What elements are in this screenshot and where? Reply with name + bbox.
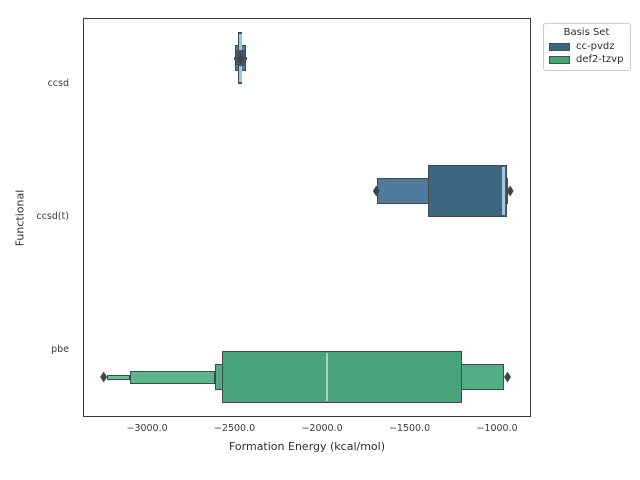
legend-swatch-icon	[549, 55, 570, 64]
plot-area	[83, 18, 531, 417]
outlier-diamond-icon	[236, 52, 244, 64]
x-tick-label: −1500.0	[388, 423, 431, 434]
outlier-diamond-icon	[504, 371, 512, 383]
x-axis-label: Formation Energy (kcal/mol)	[228, 440, 386, 453]
y-tick-label: ccsd(t)	[36, 211, 69, 222]
legend-item-label: cc-pvdz	[576, 41, 615, 52]
boxen-box	[130, 370, 215, 384]
boxen-box	[222, 351, 463, 403]
y-tick-label: pbe	[51, 344, 69, 355]
boxen-box	[107, 374, 131, 380]
outlier-diamond-icon	[506, 185, 514, 197]
x-tick-label: −1000.0	[476, 423, 518, 434]
x-tick-label: −2500.0	[213, 423, 256, 434]
legend: Basis Set cc-pvdz def2-tzvp	[543, 23, 631, 71]
outlier-diamond-icon	[372, 185, 380, 197]
y-tick-label: ccsd	[47, 78, 69, 89]
legend-item: cc-pvdz	[549, 40, 624, 53]
median-line	[325, 353, 329, 401]
legend-item: def2-tzvp	[549, 53, 624, 66]
legend-item-label: def2-tzvp	[576, 54, 624, 65]
boxen-box	[427, 165, 507, 217]
legend-swatch-icon	[549, 42, 570, 51]
legend-title: Basis Set	[563, 27, 610, 38]
x-tick-label: −2000.0	[301, 423, 343, 434]
outlier-diamond-icon	[100, 371, 108, 383]
x-tick-label: −3000.0	[126, 423, 168, 434]
median-line	[502, 167, 505, 215]
